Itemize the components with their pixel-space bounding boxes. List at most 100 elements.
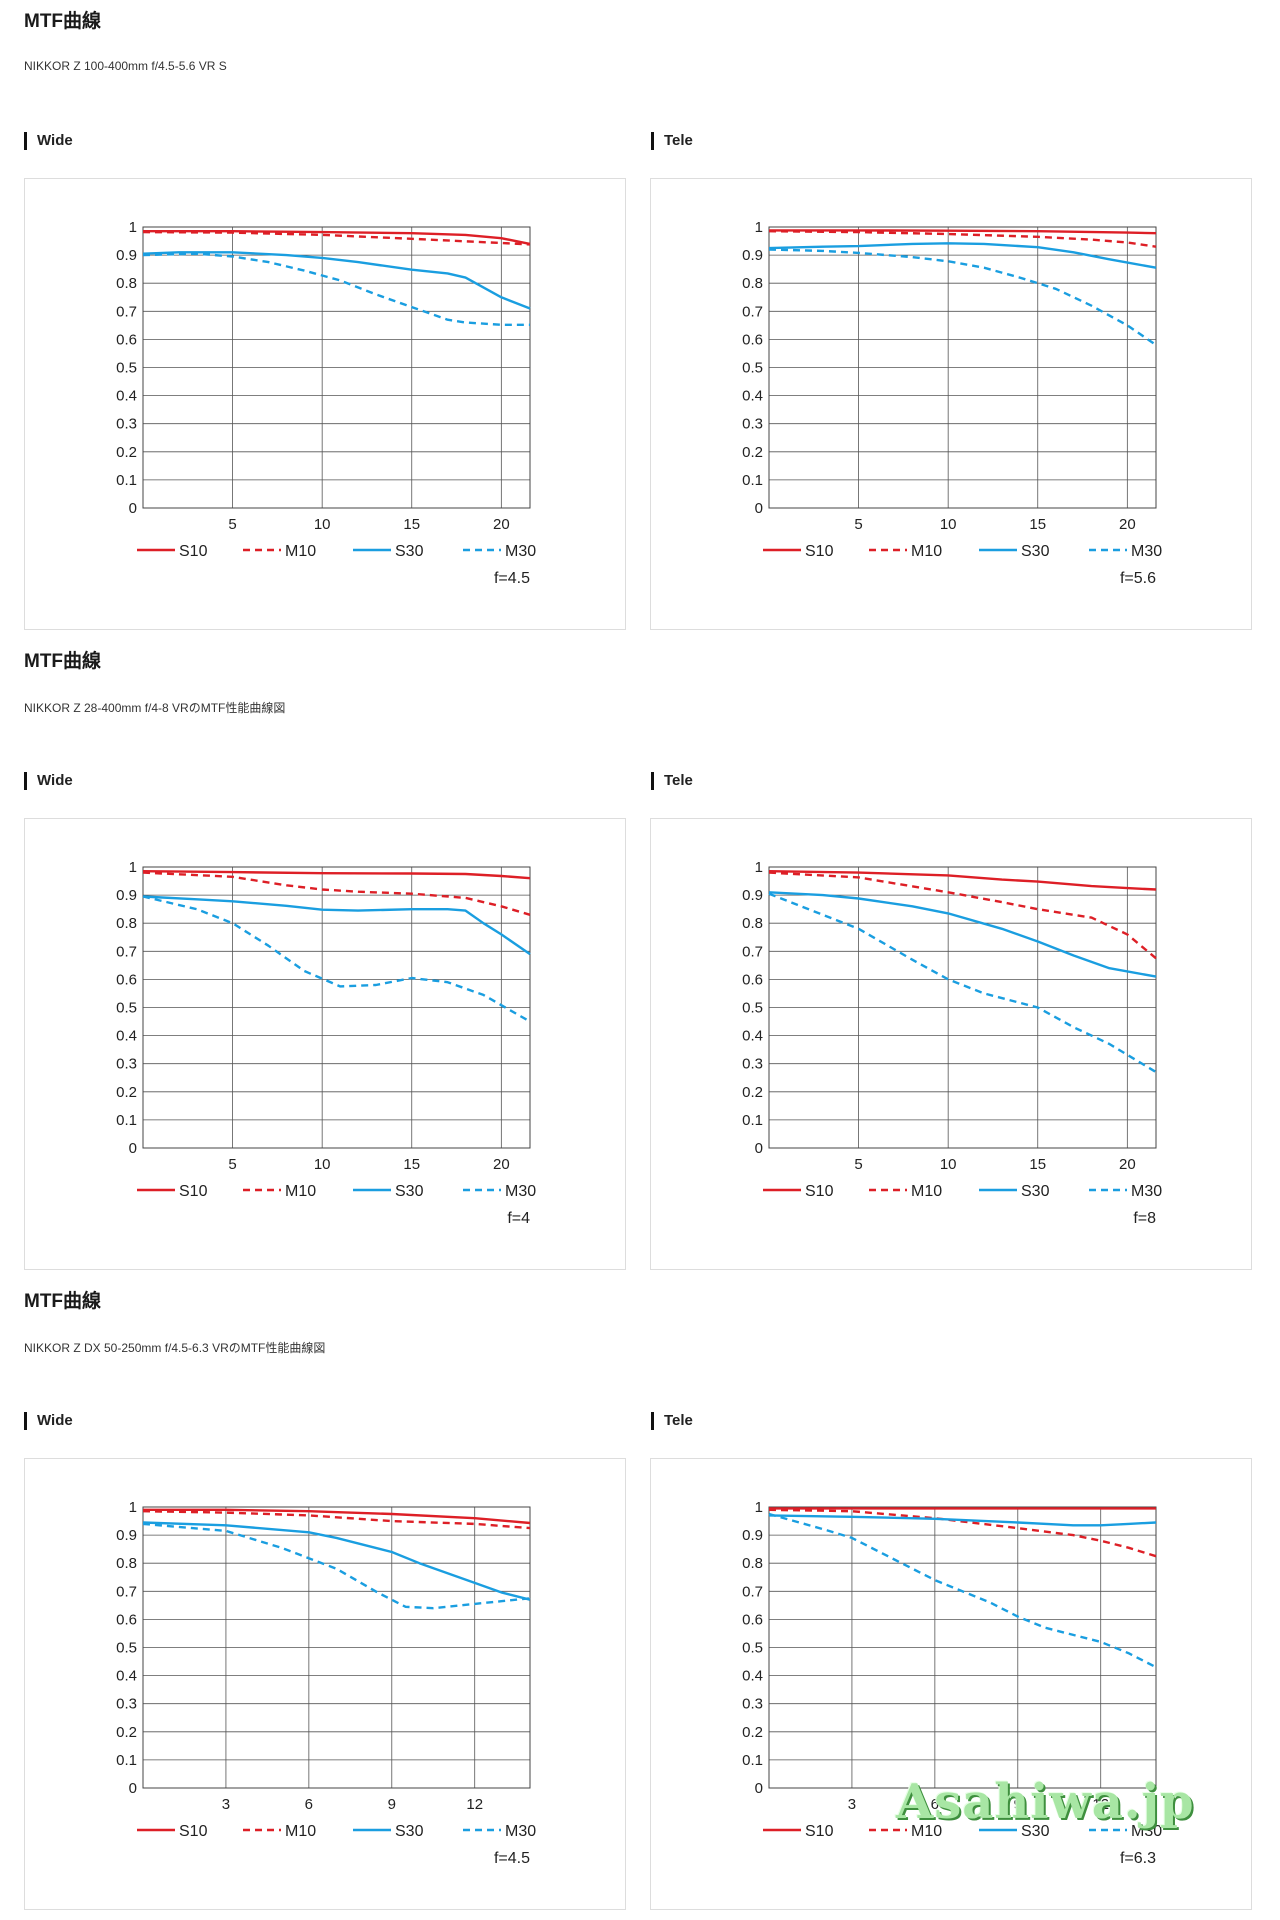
y-tick-label: 0.4 bbox=[742, 388, 763, 405]
legend-label: M10 bbox=[911, 1823, 942, 1840]
legend-label: S30 bbox=[1021, 543, 1050, 560]
plot-frame bbox=[142, 1506, 531, 1789]
aperture-label: f=8 bbox=[1133, 1210, 1156, 1227]
y-tick-label: 0.1 bbox=[742, 472, 763, 489]
x-tick-label: 12 bbox=[1092, 1796, 1109, 1813]
y-tick-label: 0.5 bbox=[116, 1640, 137, 1657]
legend-label: M30 bbox=[1131, 1823, 1162, 1840]
y-tick-label: 0.5 bbox=[116, 1000, 137, 1017]
y-tick-label: 0.6 bbox=[116, 1611, 137, 1628]
y-tick-label: 0.2 bbox=[116, 444, 137, 461]
mtf-chart-wide: 0 0.1 0.2 0.3 0.4 0.5 0.6 0.7 0.8 0.9 1 3 6 9 12 S10 M10… bbox=[24, 1458, 626, 1910]
x-tick-label: 9 bbox=[388, 1796, 396, 1813]
legend-label: S30 bbox=[395, 1823, 424, 1840]
y-tick-label: 0.6 bbox=[116, 971, 137, 988]
series-line-m30 bbox=[768, 1512, 1157, 1669]
legend-label: S30 bbox=[1021, 1183, 1050, 1200]
panel-label-wide: Wide bbox=[24, 1412, 73, 1430]
aperture-label: f=4.5 bbox=[494, 570, 530, 587]
x-tick-label: 3 bbox=[222, 1796, 230, 1813]
series-line-m30 bbox=[768, 892, 1157, 1074]
y-tick-label: 0.1 bbox=[742, 1112, 763, 1129]
x-tick-label: 5 bbox=[854, 1156, 862, 1173]
x-tick-label: 15 bbox=[1029, 516, 1046, 533]
plot-frame bbox=[768, 866, 1157, 1149]
legend-label: M10 bbox=[285, 1823, 316, 1840]
legend-label: S30 bbox=[1021, 1823, 1050, 1840]
series-line-s10 bbox=[768, 870, 1157, 891]
series-line-m10 bbox=[768, 1508, 1157, 1558]
y-tick-label: 0.2 bbox=[742, 1724, 763, 1741]
section-title: MTF曲線 bbox=[24, 1291, 102, 1312]
y-tick-label: 0 bbox=[755, 1140, 763, 1157]
section-title: MTF曲線 bbox=[24, 651, 102, 672]
series-line-s10 bbox=[769, 229, 1157, 235]
y-tick-label: 1 bbox=[129, 859, 137, 876]
series-line-m30 bbox=[142, 1522, 531, 1610]
y-tick-label: 0 bbox=[129, 500, 137, 517]
section-3: MTF曲線 NIKKOR Z DX 50-250mm f/4.5-6.3 VRの… bbox=[0, 1280, 1280, 1920]
legend-label: S30 bbox=[395, 1183, 424, 1200]
series-line-s10 bbox=[143, 1508, 531, 1525]
mtf-chart-svg: 0 0.1 0.2 0.3 0.4 0.5 0.6 0.7 0.8 0.9 1 3 6 9 12 S10 M10… bbox=[742, 1499, 1162, 1867]
x-tick-label: 3 bbox=[848, 1796, 856, 1813]
y-tick-label: 0 bbox=[755, 500, 763, 517]
y-tick-label: 0.1 bbox=[116, 472, 137, 489]
legend-label: S10 bbox=[805, 1823, 834, 1840]
y-tick-label: 0.4 bbox=[116, 1668, 137, 1685]
y-tick-label: 0.6 bbox=[742, 971, 763, 988]
y-tick-label: 0.9 bbox=[742, 1527, 763, 1544]
x-tick-label: 20 bbox=[493, 1156, 510, 1173]
y-tick-label: 0.7 bbox=[742, 1583, 763, 1600]
series-line-m10 bbox=[142, 1510, 531, 1530]
x-tick-label: 15 bbox=[403, 516, 420, 533]
x-tick-label: 5 bbox=[228, 1156, 236, 1173]
legend-label: M10 bbox=[285, 543, 316, 560]
x-tick-label: 9 bbox=[1014, 1796, 1022, 1813]
aperture-label: f=5.6 bbox=[1120, 570, 1156, 587]
panel-label-wide: Wide bbox=[24, 132, 73, 150]
panel-label-tele: Tele bbox=[651, 132, 693, 150]
y-tick-label: 0.6 bbox=[116, 331, 137, 348]
plot-frame bbox=[142, 226, 531, 509]
series-line-m10 bbox=[142, 871, 531, 916]
legend-label: M30 bbox=[505, 1183, 536, 1200]
y-tick-label: 0.6 bbox=[742, 331, 763, 348]
mtf-chart-svg: 0 0.1 0.2 0.3 0.4 0.5 0.6 0.7 0.8 0.9 1 3 6 9 12 S10 M10… bbox=[116, 1499, 536, 1867]
legend-label: M30 bbox=[1131, 543, 1162, 560]
x-tick-label: 6 bbox=[931, 1796, 939, 1813]
legend-label: M30 bbox=[505, 1823, 536, 1840]
legend-label: M10 bbox=[911, 543, 942, 560]
y-tick-label: 0.8 bbox=[116, 1555, 137, 1572]
mtf-chart-tele: 0 0.1 0.2 0.3 0.4 0.5 0.6 0.7 0.8 0.9 1 5 10 15 20 S10 M… bbox=[650, 178, 1252, 630]
y-tick-label: 0 bbox=[129, 1140, 137, 1157]
plot-frame bbox=[768, 226, 1157, 509]
section-1: MTF曲線 NIKKOR Z 100-400mm f/4.5-5.6 VR S … bbox=[0, 0, 1280, 640]
x-tick-label: 5 bbox=[228, 516, 236, 533]
x-tick-label: 12 bbox=[466, 1796, 483, 1813]
y-tick-label: 1 bbox=[755, 1499, 763, 1516]
y-tick-label: 0.9 bbox=[742, 247, 763, 264]
series-line-s30 bbox=[142, 251, 531, 310]
y-tick-label: 0.9 bbox=[742, 887, 763, 904]
series-line-s30 bbox=[142, 1521, 531, 1601]
legend-label: S10 bbox=[805, 1183, 834, 1200]
y-tick-label: 0.1 bbox=[116, 1752, 137, 1769]
y-tick-label: 1 bbox=[129, 1499, 137, 1516]
y-tick-label: 0.8 bbox=[742, 275, 763, 292]
y-tick-label: 0.6 bbox=[742, 1611, 763, 1628]
legend-label: M30 bbox=[505, 543, 536, 560]
series-line-m30 bbox=[768, 248, 1157, 346]
y-tick-label: 0.2 bbox=[742, 1084, 763, 1101]
y-tick-label: 0.8 bbox=[742, 915, 763, 932]
y-tick-label: 0.4 bbox=[742, 1668, 763, 1685]
lens-name: NIKKOR Z DX 50-250mm f/4.5-6.3 VRのMTF性能曲… bbox=[24, 1341, 326, 1355]
section-title: MTF曲線 bbox=[24, 11, 102, 32]
panel-label-tele: Tele bbox=[651, 772, 693, 790]
mtf-chart-wide: 0 0.1 0.2 0.3 0.4 0.5 0.6 0.7 0.8 0.9 1 5 10 15 20 S10 M… bbox=[24, 178, 626, 630]
aperture-label: f=4 bbox=[507, 1210, 530, 1227]
x-tick-label: 15 bbox=[403, 1156, 420, 1173]
series-line-s30 bbox=[768, 1514, 1157, 1527]
y-tick-label: 0.3 bbox=[742, 1056, 763, 1073]
